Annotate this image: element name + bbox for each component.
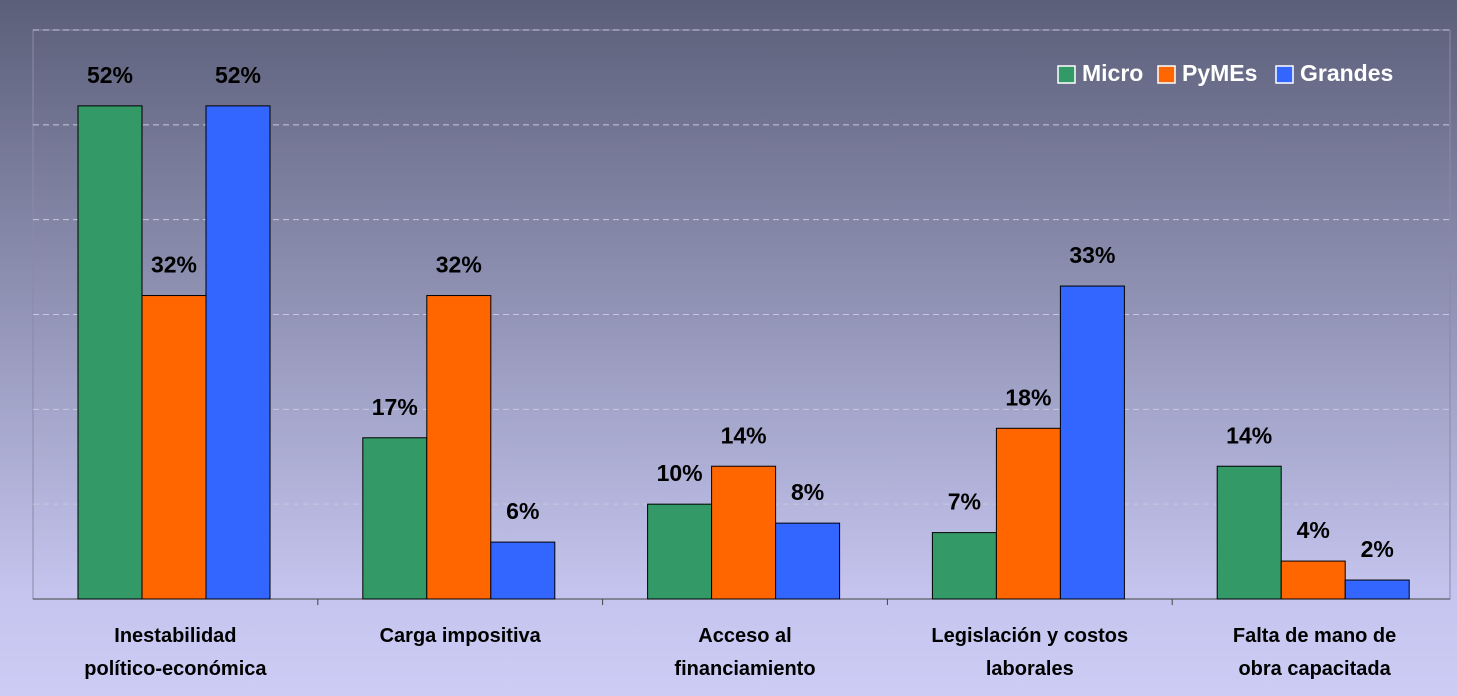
legend-label: Grandes: [1300, 60, 1393, 86]
value-label: 6%: [506, 498, 539, 524]
bar: [995, 427, 1061, 600]
legend-label: Micro: [1082, 60, 1143, 86]
value-label: 2%: [1361, 536, 1394, 562]
legend-label: PyMEs: [1182, 60, 1257, 86]
bar: [931, 532, 997, 600]
bar: [775, 522, 841, 600]
bar: [77, 105, 143, 600]
value-label: 7%: [948, 489, 981, 515]
bar: [1216, 465, 1282, 600]
bar: [1280, 560, 1346, 600]
bar: [711, 465, 777, 600]
bar: [1344, 579, 1410, 600]
value-label: 8%: [791, 479, 824, 505]
legend-swatch: [1157, 65, 1176, 84]
bar: [426, 295, 492, 600]
value-label: 33%: [1069, 242, 1115, 268]
bar: [490, 541, 556, 600]
bar: [1059, 285, 1125, 600]
x-tick-label: Legislación y costos laborales: [931, 625, 1128, 680]
bar: [362, 437, 428, 600]
value-label: 52%: [87, 62, 133, 88]
value-label: 14%: [1226, 422, 1272, 448]
value-label: 52%: [215, 62, 261, 88]
x-tick-label: Inestabilidad político-económica: [84, 625, 267, 680]
bar: [647, 503, 713, 600]
value-label: 14%: [721, 422, 767, 448]
value-label: 4%: [1297, 517, 1330, 543]
value-label: 10%: [657, 460, 703, 486]
bar: [205, 105, 271, 600]
x-tick-label: Carga impositiva: [380, 625, 542, 647]
bar: [141, 295, 207, 600]
value-label: 18%: [1005, 384, 1051, 410]
value-label: 17%: [372, 394, 418, 420]
value-label: 32%: [436, 252, 482, 278]
x-tick-label: Acceso al financiamiento: [674, 625, 815, 680]
legend-swatch: [1275, 65, 1294, 84]
legend-swatch: [1057, 65, 1076, 84]
x-tick-label: Falta de mano de obra capacitada: [1233, 625, 1396, 680]
value-label: 32%: [151, 252, 197, 278]
